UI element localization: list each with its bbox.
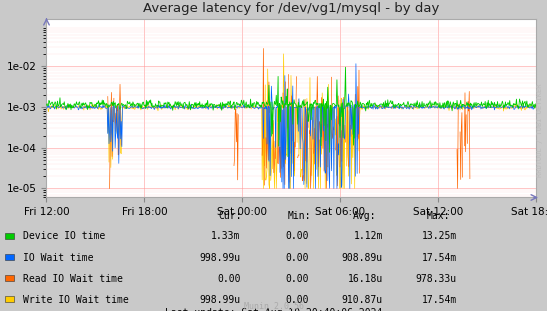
Text: Write IO Wait time: Write IO Wait time: [23, 295, 129, 305]
Text: Min:: Min:: [287, 211, 311, 221]
Text: Max:: Max:: [427, 211, 450, 221]
Text: IO Wait time: IO Wait time: [23, 253, 94, 262]
Text: 1.33m: 1.33m: [211, 231, 241, 241]
Text: 0.00: 0.00: [217, 274, 241, 284]
Text: Cur:: Cur:: [219, 211, 242, 221]
Text: Device IO time: Device IO time: [23, 231, 105, 241]
Text: 0.00: 0.00: [286, 253, 309, 262]
Text: Avg:: Avg:: [353, 211, 376, 221]
Text: 0.00: 0.00: [286, 295, 309, 305]
Text: 17.54m: 17.54m: [422, 295, 457, 305]
Text: Last update: Sat Aug 10 20:40:06 2024: Last update: Sat Aug 10 20:40:06 2024: [165, 308, 382, 311]
Text: 0.00: 0.00: [286, 274, 309, 284]
Text: 1.12m: 1.12m: [353, 231, 383, 241]
Text: 13.25m: 13.25m: [422, 231, 457, 241]
Text: 978.33u: 978.33u: [416, 274, 457, 284]
Text: 17.54m: 17.54m: [422, 253, 457, 262]
Text: 998.99u: 998.99u: [200, 253, 241, 262]
Text: 910.87u: 910.87u: [342, 295, 383, 305]
Text: 16.18u: 16.18u: [348, 274, 383, 284]
Text: Munin 2.0.56: Munin 2.0.56: [243, 302, 304, 311]
Text: 998.99u: 998.99u: [200, 295, 241, 305]
Text: 908.89u: 908.89u: [342, 253, 383, 262]
Text: 0.00: 0.00: [286, 231, 309, 241]
Title: Average latency for /dev/vg1/mysql - by day: Average latency for /dev/vg1/mysql - by …: [143, 2, 439, 15]
Text: Read IO Wait time: Read IO Wait time: [23, 274, 123, 284]
Text: RRDTOOL / TOBI OETIKER: RRDTOOL / TOBI OETIKER: [537, 84, 543, 177]
Y-axis label: seconds: seconds: [0, 87, 3, 129]
